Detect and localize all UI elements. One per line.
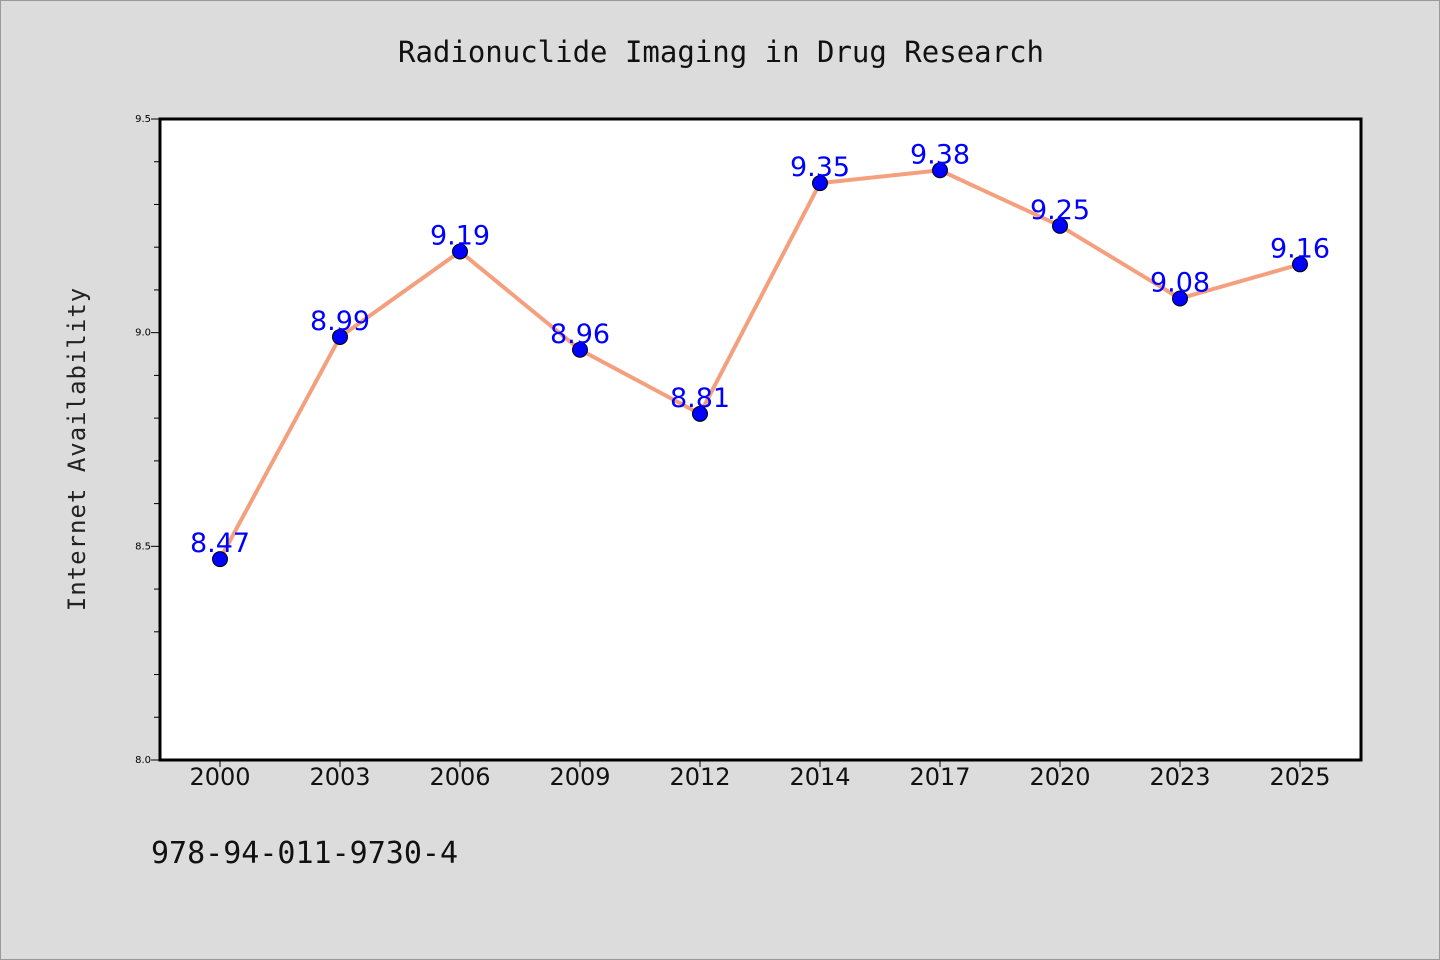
data-point — [932, 162, 948, 179]
data-point — [1172, 290, 1188, 307]
chart-title: Radionuclide Imaging in Drug Research — [397, 35, 1044, 69]
y-tick-label: 8.5 — [135, 541, 151, 552]
data-point — [332, 328, 348, 345]
x-tick-label: 2017 — [909, 763, 970, 791]
data-label: 8.96 — [550, 319, 610, 350]
x-tick-label: 2006 — [429, 763, 490, 791]
data-label: 9.19 — [430, 220, 490, 251]
data-label: 9.25 — [1030, 195, 1090, 226]
x-tick-label: 2023 — [1149, 763, 1210, 791]
data-label: 9.35 — [790, 152, 850, 183]
data-label: 8.47 — [190, 528, 250, 559]
data-point — [452, 243, 468, 260]
data-point — [212, 551, 228, 568]
data-point — [1052, 217, 1068, 234]
data-label: 9.08 — [1150, 267, 1210, 298]
y-tick-label: 9.0 — [135, 328, 151, 339]
x-tick-label: 2012 — [669, 763, 730, 791]
data-label: 8.81 — [670, 383, 730, 414]
y-tick-label: 9.5 — [135, 114, 151, 125]
x-tick-label: 2000 — [189, 763, 250, 791]
x-tick-label: 2009 — [549, 763, 610, 791]
plot-area — [158, 117, 1363, 762]
data-label: 9.38 — [910, 139, 970, 170]
x-tick-label: 2003 — [309, 763, 370, 791]
data-point — [692, 405, 708, 422]
series-line — [218, 168, 1301, 561]
data-point — [572, 341, 588, 358]
data-label: 8.99 — [310, 306, 370, 337]
y-tick-label: 8.0 — [135, 755, 151, 766]
data-label: 9.16 — [1270, 233, 1330, 264]
isbn-text: 978-94-011-9730-4 — [151, 836, 459, 871]
x-tick-label: 2020 — [1029, 763, 1090, 791]
x-tick-label: 2014 — [789, 763, 850, 791]
data-point — [812, 175, 828, 192]
data-point — [1292, 256, 1308, 273]
x-tick-label: 2025 — [1269, 763, 1330, 791]
